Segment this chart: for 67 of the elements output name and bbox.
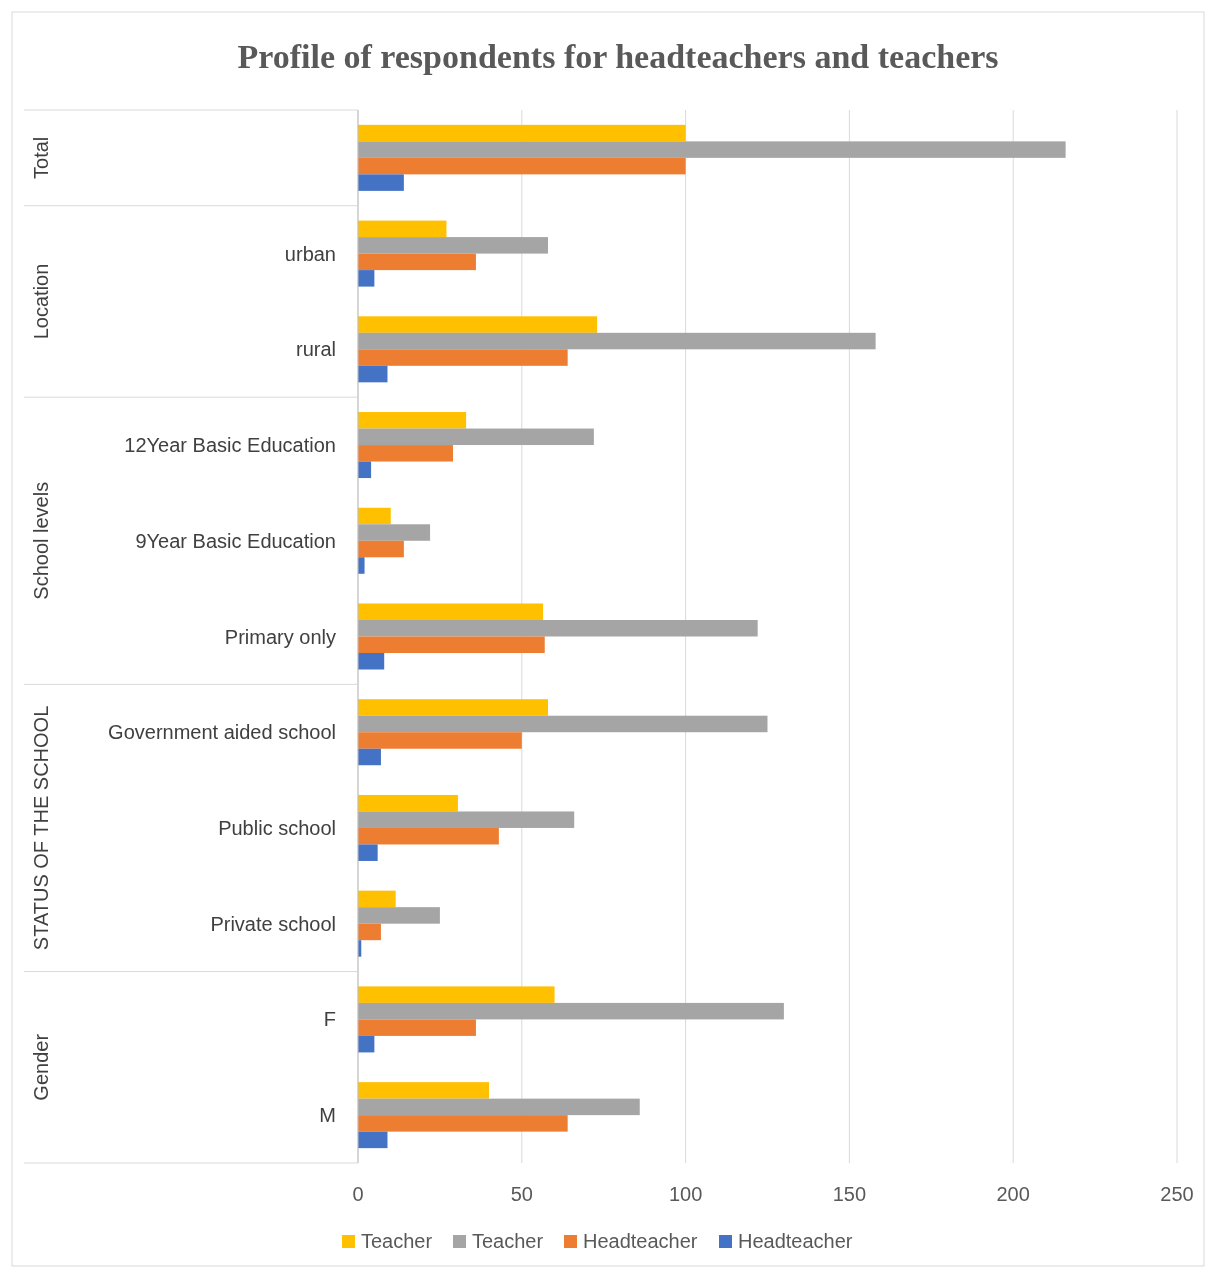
- bar: [358, 811, 575, 828]
- bar: [358, 844, 378, 861]
- bar: [358, 174, 404, 191]
- y-tick-label: 12Year Basic Education: [124, 434, 336, 457]
- text: Gender: [30, 1033, 52, 1101]
- bar: [358, 794, 458, 812]
- legend-label: Teacher: [472, 1230, 544, 1252]
- bar: [358, 365, 388, 383]
- text: School levels: [30, 481, 52, 600]
- bar: [358, 157, 686, 175]
- y-tick-label: urban: [284, 242, 336, 265]
- bar: [358, 557, 365, 574]
- bar: [358, 507, 391, 525]
- bar: [358, 428, 594, 446]
- bar: [358, 1098, 640, 1116]
- bar: [358, 636, 545, 653]
- bar: [358, 270, 375, 287]
- bar: [358, 540, 404, 558]
- bar: [358, 1019, 476, 1036]
- bar: [358, 603, 544, 620]
- legend-label: Headteacher: [738, 1230, 853, 1252]
- bar: [358, 445, 453, 462]
- y-tick-label: Public school: [218, 816, 336, 839]
- x-tick-label: 150: [832, 1183, 867, 1205]
- bar: [358, 748, 381, 766]
- y-tick-label: rural: [295, 338, 336, 361]
- bar: [358, 1002, 784, 1020]
- bar: [358, 732, 522, 749]
- text: STATUS OF THE SCHOOL: [30, 705, 52, 951]
- bar: [358, 524, 431, 541]
- legend-label: Headteacher: [583, 1230, 698, 1252]
- bar: [358, 1115, 568, 1132]
- bar: [358, 253, 476, 271]
- x-tick-label: 100: [668, 1183, 703, 1205]
- bar: [358, 1082, 490, 1099]
- bar: [358, 986, 555, 1003]
- bar: [358, 237, 549, 254]
- y-tick-label: Primary only: [224, 625, 336, 648]
- legend-label: Teacher: [361, 1230, 433, 1252]
- bar: [358, 890, 396, 908]
- bar: [358, 220, 447, 238]
- x-tick-label: 0: [352, 1183, 364, 1205]
- bar: [358, 332, 876, 350]
- bar: [358, 620, 758, 637]
- y-tick-label: F: [323, 1008, 336, 1031]
- bar: [358, 1131, 388, 1149]
- y-tick-label: M: [319, 1104, 336, 1127]
- bar: [358, 349, 568, 366]
- bar: [358, 124, 686, 142]
- bar: [358, 316, 598, 333]
- y-tick-label: 9Year Basic Education: [135, 529, 336, 552]
- bar: [358, 699, 549, 716]
- bar: [358, 827, 499, 845]
- bar: [358, 715, 768, 733]
- x-tick-label: 250: [1160, 1183, 1194, 1205]
- y-tick-label: Government aided school: [108, 721, 336, 744]
- chart-title: Profile of respondents for headteachers and teachers: [237, 38, 999, 75]
- bar: [358, 412, 467, 429]
- x-tick-label: 50: [510, 1183, 533, 1205]
- bar: [358, 653, 385, 670]
- bar: [358, 907, 440, 924]
- y-tick-label: Private school: [210, 912, 336, 935]
- text: Total: [30, 136, 52, 179]
- text: Location: [30, 263, 52, 340]
- bar: [358, 141, 1066, 158]
- x-tick-label: 200: [996, 1183, 1030, 1205]
- bar: [358, 923, 381, 941]
